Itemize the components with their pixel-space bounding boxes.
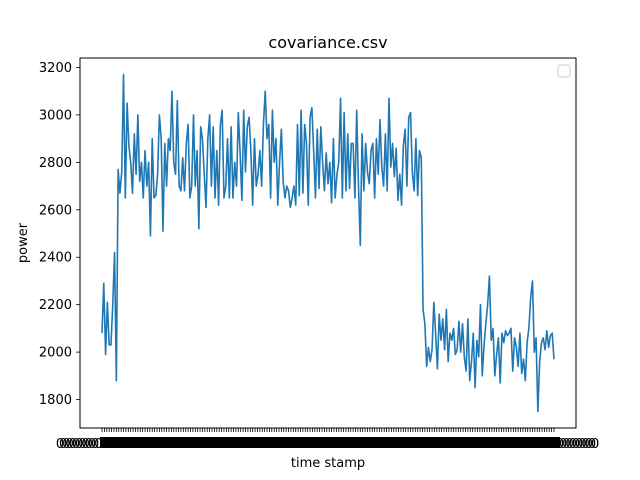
- x-tick-glyph: 0: [69, 437, 77, 452]
- y-tick-label: 2800: [39, 156, 72, 171]
- x-tick-glyph: 0: [572, 437, 580, 452]
- x-tick-glyph: 0: [78, 437, 86, 452]
- y-tick-label: 2000: [39, 346, 72, 361]
- x-tick-glyph: 0: [562, 437, 570, 452]
- x-tick-glyph: 0: [591, 437, 599, 452]
- x-tick-glyph: 0: [581, 437, 589, 452]
- series-layer: [101, 73, 555, 413]
- y-tick-label: 2400: [39, 251, 72, 266]
- x-tick-glyph: 0: [59, 437, 67, 452]
- x-tick-glyph: 0: [56, 437, 64, 452]
- y-tick-label: 2200: [39, 298, 72, 313]
- x-tick-glyph: 0: [72, 437, 80, 452]
- y-tick-label: 2600: [39, 203, 72, 218]
- x-tick-glyph: 0: [565, 437, 573, 452]
- x-axis-ticks: 0000000000000000000000000: [56, 428, 599, 452]
- series-line: [101, 73, 555, 413]
- x-tick-glyph: 0: [588, 437, 596, 452]
- chart-title: covariance.csv: [268, 33, 387, 52]
- x-tick-glyph: 0: [75, 437, 83, 452]
- x-tick-glyph: 0: [578, 437, 586, 452]
- x-tick-glyph: 0: [585, 437, 593, 452]
- y-tick-label: 1800: [39, 393, 72, 408]
- x-tick-glyph: 0: [81, 437, 89, 452]
- y-axis-ticks: 1800 2000 2200 2400 2600 2800 3000 3200: [39, 61, 80, 408]
- x-tick-glyph: 0: [559, 437, 567, 452]
- x-tick-glyph: 0: [94, 437, 102, 452]
- x-axis-label: time stamp: [291, 456, 365, 471]
- legend-box: [557, 64, 571, 78]
- plot-frame: [79, 57, 577, 429]
- x-tick-labels-overlap: [100, 437, 560, 448]
- x-tick-glyph: 0: [65, 437, 73, 452]
- x-tick-glyph: 0: [569, 437, 577, 452]
- y-tick-label: 3000: [39, 108, 72, 123]
- y-tick-label: 3200: [39, 61, 72, 76]
- x-tick-glyph: 0: [88, 437, 96, 452]
- y-axis-label: power: [16, 222, 31, 263]
- x-tick-glyph: 0: [85, 437, 93, 452]
- x-tick-glyph: 0: [91, 437, 99, 452]
- x-tick-glyph: 0: [575, 437, 583, 452]
- x-tick-glyph: 0: [62, 437, 70, 452]
